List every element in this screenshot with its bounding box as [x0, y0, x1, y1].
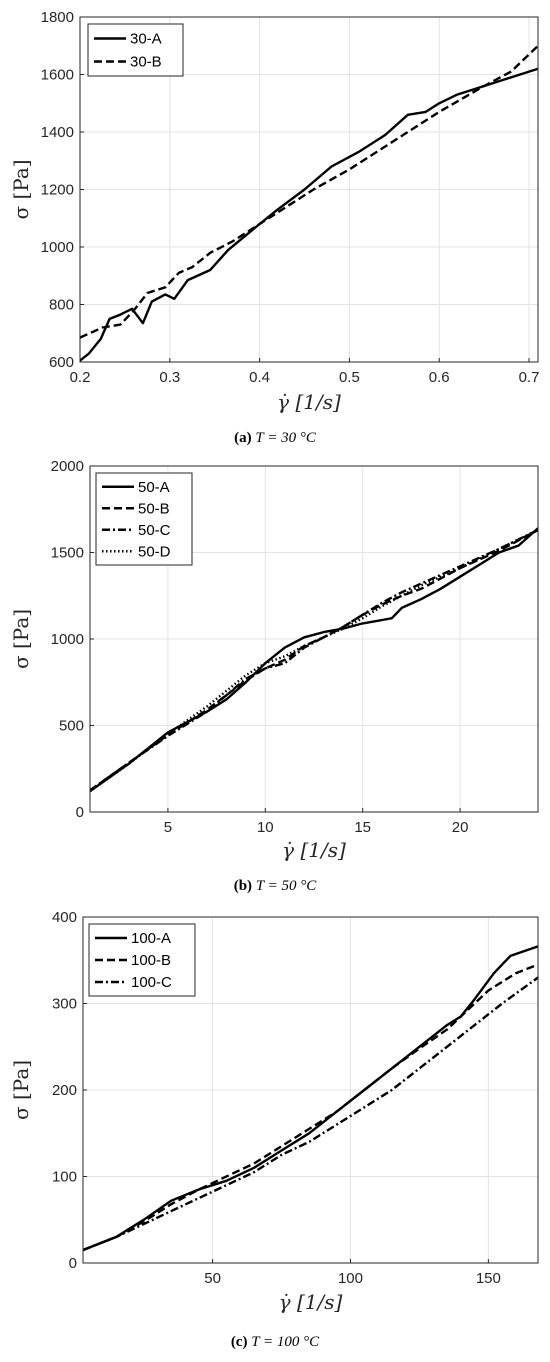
y-axis-label: σ [Pa]	[9, 159, 33, 219]
legend-label: 30-B	[130, 54, 162, 71]
x-tick-label: 150	[476, 1270, 501, 1287]
x-tick-label: 5	[164, 819, 172, 836]
x-axis-label: γ̇ [1/s]	[279, 1290, 343, 1314]
y-tick-label: 1000	[41, 239, 74, 256]
plot-frame	[89, 465, 539, 813]
caption-text: T = 30 °C	[255, 430, 316, 446]
y-tick-label: 1500	[51, 545, 84, 562]
figure-caption: (b) T = 50 °C	[234, 878, 318, 894]
series-line-30-B	[80, 44, 538, 339]
y-tick-label: 300	[52, 996, 77, 1013]
x-tick-label: 0.4	[249, 369, 270, 386]
x-tick-label: 15	[354, 819, 371, 836]
plot-frame	[82, 916, 539, 1264]
caption-label: (c)	[231, 1334, 251, 1350]
y-tick-label: 0	[69, 1255, 77, 1272]
y-tick-label: 200	[52, 1082, 77, 1099]
x-tick-label: 10	[257, 819, 274, 836]
y-tick-label: 1000	[51, 631, 84, 648]
legend-label: 50-D	[138, 543, 171, 560]
legend: 30-A 30-B	[87, 23, 184, 77]
caption-label: (b)	[234, 878, 256, 894]
figure-caption: (a) T = 30 °C	[234, 430, 317, 446]
x-tick-label: 20	[452, 819, 469, 836]
x-tick-label: 0.3	[159, 369, 180, 386]
x-tick-label: 50	[204, 1270, 221, 1287]
legend-label: 50-B	[138, 500, 170, 517]
caption-text: T = 50 °C	[256, 878, 317, 894]
x-tick-label: 0.5	[339, 369, 360, 386]
y-tick-label: 2000	[51, 458, 84, 475]
legend-box	[95, 472, 193, 566]
legend-box	[87, 23, 184, 77]
y-tick-label: 1800	[41, 9, 74, 26]
x-tick-label: 0.2	[70, 369, 91, 386]
chart-panel-1: 0.2 0.3 0.4 0.5 0.6 0.7 600 800 1000 1200 1400 1600…	[9, 9, 539, 446]
y-tick-label: 1600	[41, 67, 74, 84]
series-line-50-A	[90, 527, 538, 793]
y-tick-label: 1200	[41, 182, 74, 199]
series-line-50-C	[90, 528, 538, 792]
x-tick-label: 0.6	[429, 369, 450, 386]
figure-caption: (c) T = 100 °C	[231, 1334, 320, 1350]
caption-text: T = 100 °C	[251, 1334, 320, 1350]
chart-panel-3: 50 100 150 0 100 200 300 400 100-A 100-B 100-C γ̇ […	[9, 909, 539, 1350]
chart-panel-2: 5 10 15 20 0 500 1000 1500 2000 50-A 50-B 50-C 50-D γ…	[9, 458, 539, 894]
legend-label: 50-C	[138, 522, 171, 539]
caption-label: (a)	[234, 430, 255, 446]
series-line-30-A	[80, 67, 538, 362]
series-line-50-D	[90, 528, 538, 793]
x-tick-label: 0.7	[519, 369, 540, 386]
plot-frame	[79, 16, 539, 363]
legend-label: 30-A	[130, 31, 162, 48]
y-tick-label: 1400	[41, 124, 74, 141]
series-line-100-B	[83, 963, 538, 1252]
y-tick-label: 100	[52, 1169, 77, 1186]
y-axis-label: σ [Pa]	[9, 1060, 33, 1120]
x-axis-label: γ̇ [1/s]	[282, 838, 346, 862]
legend-label: 100-C	[131, 974, 172, 991]
y-tick-label: 600	[49, 354, 74, 371]
legend: 50-A 50-B 50-C 50-D	[95, 472, 193, 566]
y-tick-label: 800	[49, 297, 74, 314]
legend-label: 100-A	[131, 930, 171, 947]
legend-label: 50-A	[138, 479, 170, 496]
x-tick-label: 100	[338, 1270, 363, 1287]
series-line-100-C	[83, 976, 538, 1252]
y-tick-label: 0	[76, 804, 84, 821]
y-axis-label: σ [Pa]	[9, 609, 33, 669]
legend: 100-A 100-B 100-C	[88, 923, 196, 997]
legend-box	[88, 923, 196, 997]
x-axis-label: γ̇ [1/s]	[277, 390, 341, 414]
legend-label: 100-B	[131, 952, 171, 969]
y-tick-label: 500	[59, 718, 84, 735]
y-tick-label: 400	[52, 909, 77, 926]
